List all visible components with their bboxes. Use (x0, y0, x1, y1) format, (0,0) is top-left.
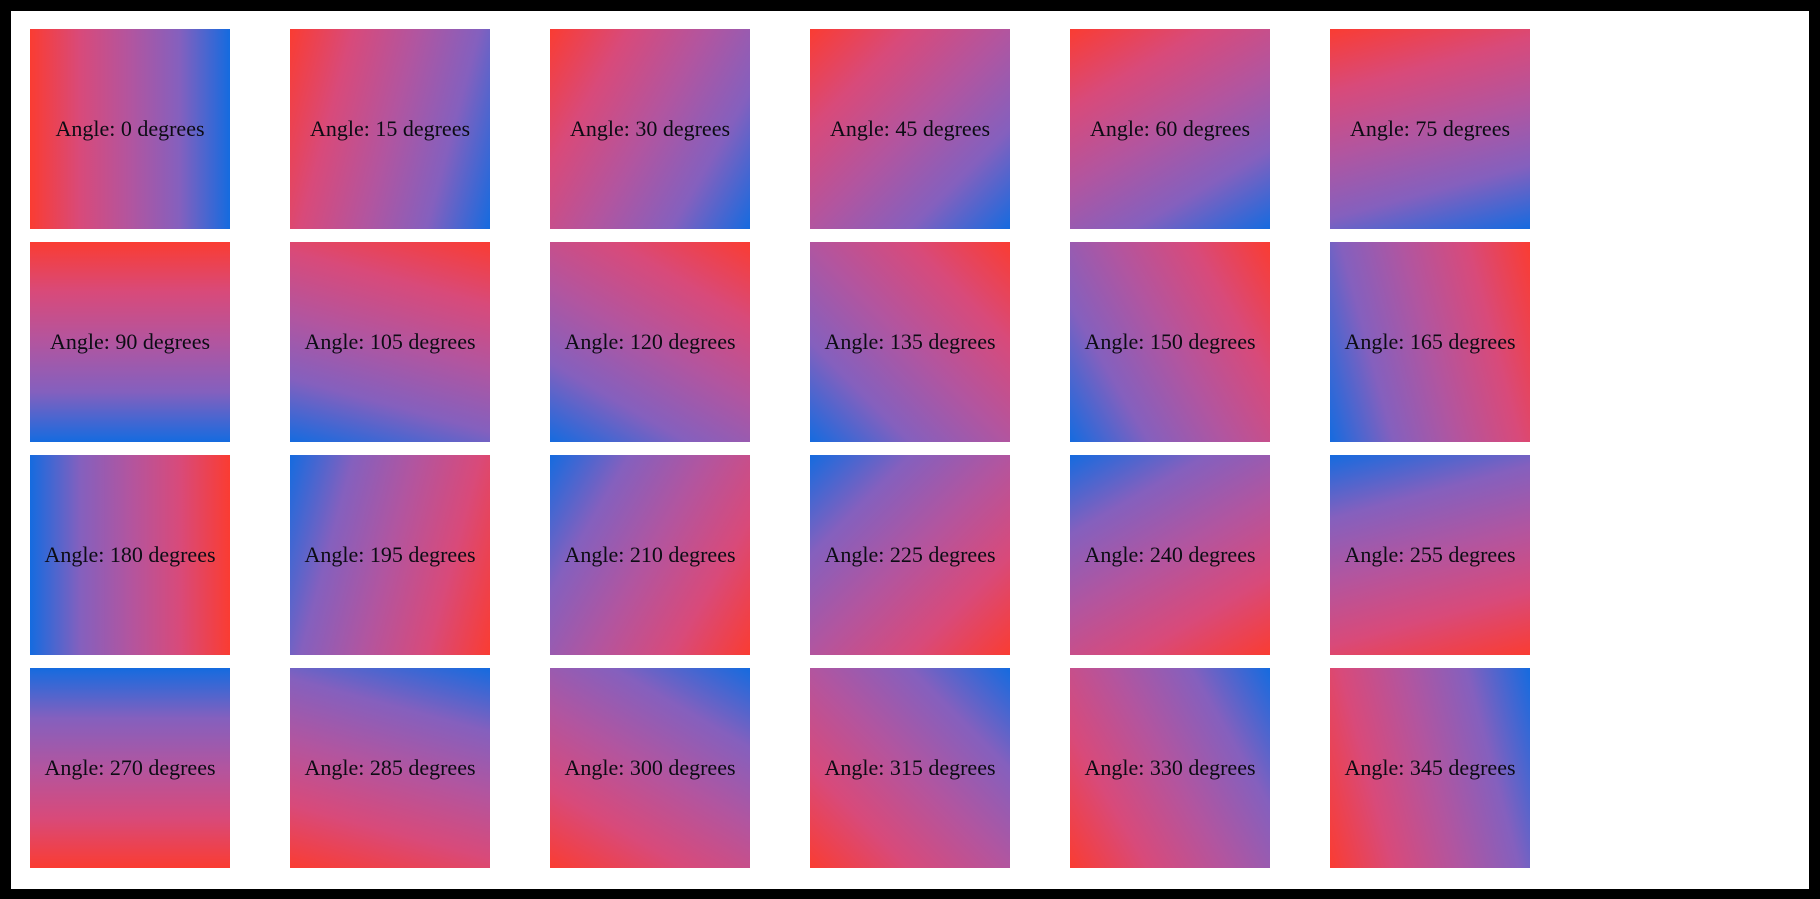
tile-label: Angle: 270 degrees (44, 755, 216, 780)
tile-label: Angle: 0 degrees (55, 116, 205, 141)
gradient-tile-90: Angle: 90 degrees (30, 242, 230, 442)
gradient-tile-330: Angle: 330 degrees (1070, 668, 1270, 868)
gradient-grid: Angle: 0 degrees Angle: 15 degrees Angle: … (30, 29, 1530, 868)
tile-label: Angle: 180 degrees (44, 542, 216, 567)
gradient-tile-270: Angle: 270 degrees (30, 668, 230, 868)
gradient-tile-180: Angle: 180 degrees (30, 455, 230, 655)
tile-label: Angle: 45 degrees (829, 116, 991, 141)
gradient-tile-45: Angle: 45 degrees (810, 29, 1010, 229)
page-canvas: Angle: 0 degrees Angle: 15 degrees Angle: … (11, 11, 1809, 889)
tile-label: Angle: 30 degrees (569, 116, 731, 141)
tile-label: Angle: 240 degrees (1084, 542, 1256, 567)
gradient-tile-225: Angle: 225 degrees (810, 455, 1010, 655)
gradient-tile-300: Angle: 300 degrees (550, 668, 750, 868)
tile-label: Angle: 330 degrees (1084, 755, 1256, 780)
gradient-tile-135: Angle: 135 degrees (810, 242, 1010, 442)
tile-label: Angle: 315 degrees (824, 755, 996, 780)
gradient-tile-0: Angle: 0 degrees (30, 29, 230, 229)
gradient-tile-105: Angle: 105 degrees (290, 242, 490, 442)
tile-label: Angle: 75 degrees (1349, 116, 1511, 141)
gradient-tile-315: Angle: 315 degrees (810, 668, 1010, 868)
gradient-tile-75: Angle: 75 degrees (1330, 29, 1530, 229)
tile-label: Angle: 225 degrees (824, 542, 996, 567)
tile-label: Angle: 15 degrees (309, 116, 471, 141)
gradient-tile-150: Angle: 150 degrees (1070, 242, 1270, 442)
tile-label: Angle: 255 degrees (1344, 542, 1516, 567)
tile-label: Angle: 195 degrees (304, 542, 476, 567)
gradient-tile-15: Angle: 15 degrees (290, 29, 490, 229)
gradient-tile-210: Angle: 210 degrees (550, 455, 750, 655)
tile-label: Angle: 300 degrees (564, 755, 736, 780)
tile-label: Angle: 345 degrees (1344, 755, 1516, 780)
gradient-tile-165: Angle: 165 degrees (1330, 242, 1530, 442)
gradient-tile-240: Angle: 240 degrees (1070, 455, 1270, 655)
tile-label: Angle: 120 degrees (564, 329, 736, 354)
gradient-tile-285: Angle: 285 degrees (290, 668, 490, 868)
tile-label: Angle: 150 degrees (1084, 329, 1256, 354)
tile-label: Angle: 285 degrees (304, 755, 476, 780)
tile-label: Angle: 165 degrees (1344, 329, 1516, 354)
gradient-tile-195: Angle: 195 degrees (290, 455, 490, 655)
tile-label: Angle: 210 degrees (564, 542, 736, 567)
tile-label: Angle: 105 degrees (304, 329, 476, 354)
gradient-tile-345: Angle: 345 degrees (1330, 668, 1530, 868)
gradient-tile-255: Angle: 255 degrees (1330, 455, 1530, 655)
tile-label: Angle: 135 degrees (824, 329, 996, 354)
gradient-tile-60: Angle: 60 degrees (1070, 29, 1270, 229)
tile-label: Angle: 60 degrees (1089, 116, 1251, 141)
gradient-tile-120: Angle: 120 degrees (550, 242, 750, 442)
tile-label: Angle: 90 degrees (49, 329, 211, 354)
gradient-tile-30: Angle: 30 degrees (550, 29, 750, 229)
